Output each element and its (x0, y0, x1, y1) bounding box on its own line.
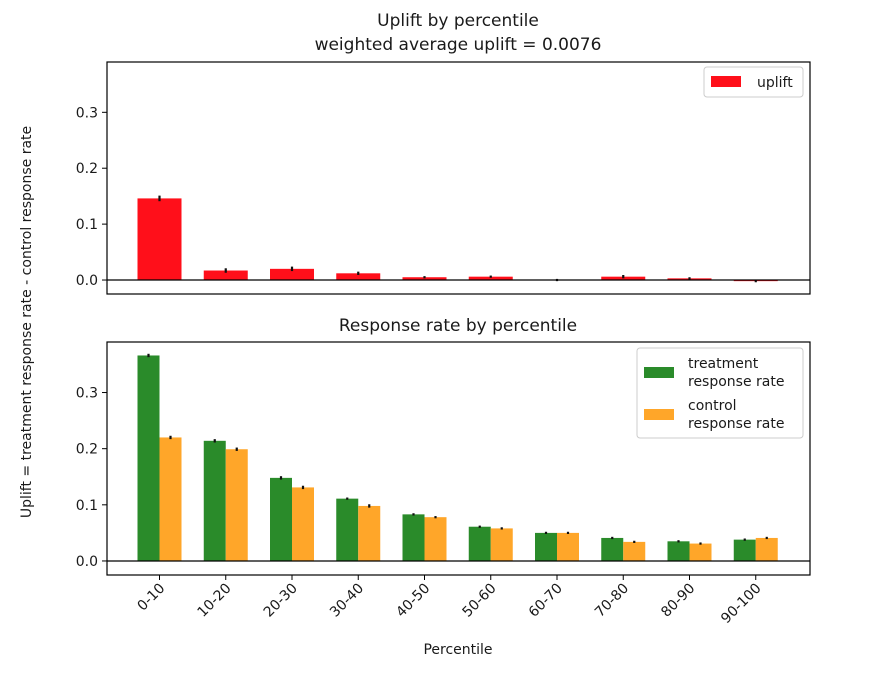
y-tick-label: 0.3 (76, 105, 98, 121)
bar-10-20-control (225, 449, 248, 561)
response-rate-bars (137, 353, 778, 561)
figure-ylabel: Uplift = treatment response rate - contr… (19, 126, 35, 518)
bar-30-40-control (358, 505, 381, 561)
bar-70-80-control (623, 541, 646, 561)
bar-0-10-treatment (137, 355, 160, 561)
x-tick-label: 90-100 (718, 581, 764, 627)
bar-90-100-control (755, 537, 778, 561)
x-tick-label: 50-60 (459, 581, 499, 621)
uplift-title-line-1: Uplift by percentile (377, 11, 539, 31)
bar-30-40-uplift (336, 273, 381, 281)
y-tick-label: 0.2 (76, 161, 98, 177)
x-tick-label: 10-20 (194, 581, 234, 621)
response-rate-x-ticks: 0-10 10-20 20-30 30-40 40-50 50-60 60-70 70-80 8… (135, 575, 765, 627)
bar-0-10-uplift (137, 198, 182, 281)
x-tick-label: 80-90 (658, 581, 698, 621)
uplift-y-ticks: 0.0 0.1 0.2 0.3 (76, 105, 107, 289)
control-legend-swatch (644, 409, 674, 420)
bar-60-70-treatment (535, 532, 557, 561)
uplift-legend-box (703, 66, 804, 98)
treatment-legend-swatch (644, 367, 674, 378)
uplift-title-line-2: weighted average uplift = 0.0076 (315, 35, 602, 55)
x-tick-label: 20-30 (261, 581, 301, 621)
response-rate-axes-frame (106, 341, 811, 576)
bar-80-90-treatment (667, 541, 690, 561)
uplift-axes-frame (106, 61, 811, 295)
y-tick-label: 0.1 (76, 498, 98, 514)
response-rate-legend-box (636, 347, 804, 439)
response-rate-title: Response rate by percentile (339, 316, 577, 336)
treatment-legend-label-line-1: treatment (688, 356, 759, 372)
uplift-legend-label: uplift (757, 75, 793, 91)
y-tick-label: 0.1 (76, 217, 98, 233)
y-tick-label: 0.0 (76, 273, 98, 289)
bar-0-10-control (159, 437, 182, 561)
uplift-panel: Uplift by percentile weighted average up… (76, 11, 811, 295)
bar-40-50-uplift (402, 277, 447, 281)
response-rate-legend: treatment response rate control response… (636, 347, 804, 439)
uplift-legend-swatch (711, 76, 741, 87)
control-legend-label-line-1: control (688, 398, 737, 414)
treatment-legend-label-line-2: response rate (688, 374, 784, 390)
bar-80-90-control (689, 543, 712, 561)
bar-50-60-treatment (468, 526, 491, 561)
bar-50-60-control (490, 528, 513, 561)
uplift-legend: uplift (703, 66, 804, 98)
bar-20-30-control (292, 487, 314, 561)
x-tick-label: 70-80 (592, 581, 632, 621)
bar-30-40-treatment (336, 498, 359, 561)
y-tick-label: 0.0 (76, 554, 98, 570)
bar-50-60-uplift (468, 276, 513, 281)
bar-10-20-treatment (203, 440, 226, 561)
response-rate-y-ticks: 0.0 0.1 0.2 0.3 (76, 386, 107, 570)
bar-20-30-treatment (270, 477, 292, 561)
bar-60-70-control (557, 532, 579, 561)
bar-20-30-uplift (270, 268, 314, 281)
bar-10-20-uplift (203, 270, 248, 281)
response-rate-panel: Response rate by percentile 0.0 0.1 0.2 0.3… (76, 316, 811, 627)
x-tick-label: 40-50 (393, 581, 433, 621)
x-tick-label: 0-10 (135, 581, 169, 615)
y-tick-label: 0.3 (76, 386, 98, 402)
bar-90-100-treatment (733, 539, 756, 561)
y-tick-label: 0.2 (76, 442, 98, 458)
bar-40-50-treatment (402, 514, 425, 561)
bar-40-50-control (424, 517, 447, 561)
uplift-bars (137, 195, 778, 283)
x-tick-label: 30-40 (327, 581, 367, 621)
control-legend-label-line-2: response rate (688, 416, 784, 432)
x-tick-label: 60-70 (526, 581, 566, 621)
bar-70-80-treatment (601, 537, 624, 561)
figure-xlabel: Percentile (423, 642, 492, 658)
